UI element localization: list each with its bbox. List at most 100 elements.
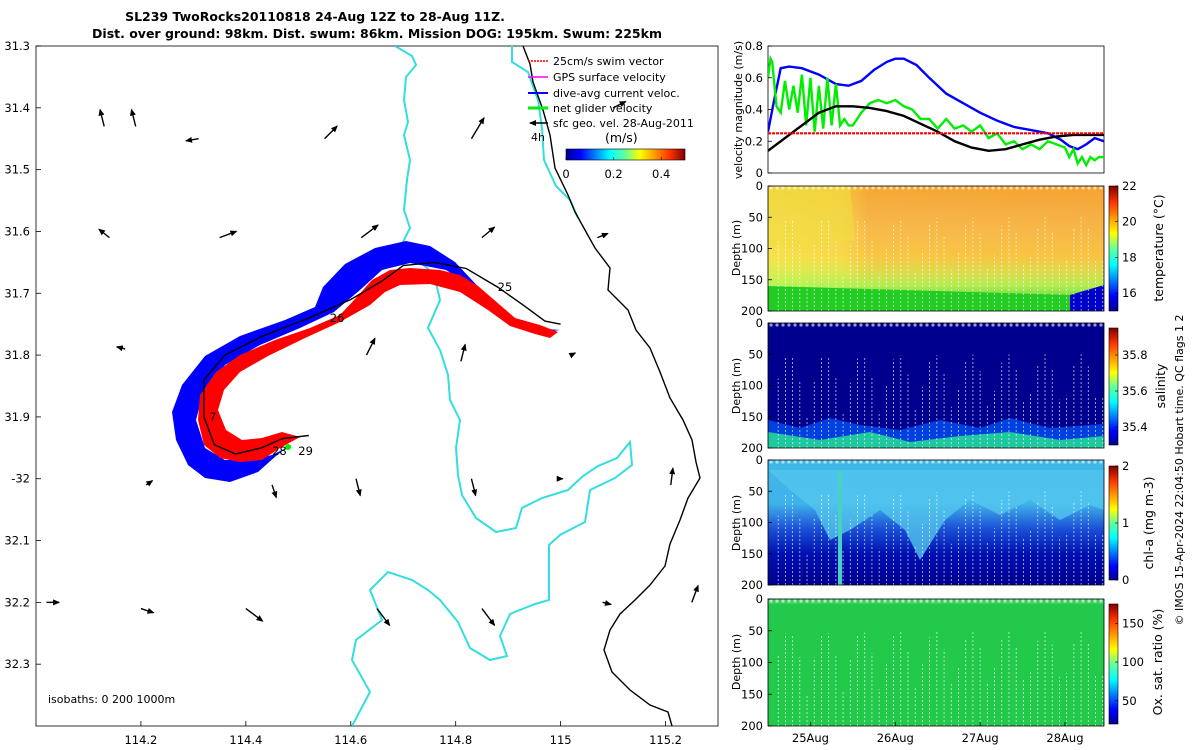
- velocity-y-tick-label: 0.4: [745, 103, 763, 117]
- surface-sample: [937, 323, 941, 327]
- surface-sample: [943, 599, 947, 603]
- map-colorbar-tick-label: 0.2: [604, 167, 622, 181]
- surface-sample: [979, 186, 983, 190]
- map-colorbar-ticks: 0 0.2 0.4: [562, 157, 670, 181]
- surface-sample: [1051, 323, 1055, 327]
- map-colorbar: [565, 148, 686, 161]
- surface-sample: [961, 460, 965, 464]
- surface-sample: [955, 323, 959, 327]
- colorbar-tick-label: 16: [1122, 286, 1137, 300]
- surface-sample: [925, 323, 929, 327]
- depth-tick-label: 50: [748, 210, 763, 224]
- surface-sample: [805, 186, 809, 190]
- velocity-ylabel: velocity magnitude (m/s): [732, 41, 745, 179]
- colorbar-tick-label: 150: [1122, 616, 1144, 630]
- surface-sample: [1021, 599, 1025, 603]
- surface-sample: [787, 599, 791, 603]
- geo-velocity-arrow: [145, 480, 154, 487]
- surface-sample: [961, 599, 965, 603]
- oxygen-colorbar-label: Ox. sat. ratio (%): [1150, 609, 1165, 716]
- surface-sample: [793, 599, 797, 603]
- surface-sample: [967, 599, 971, 603]
- surface-sample: [823, 599, 827, 603]
- surface-sample: [937, 186, 941, 190]
- surface-sample: [1021, 323, 1025, 327]
- colorbar-tick-label: 20: [1122, 215, 1137, 229]
- map-y-tick-label: 31.4: [4, 101, 30, 115]
- depth-tick-label: 50: [748, 624, 763, 638]
- salinity-bottom-layer: [768, 432, 1104, 448]
- surface-sample: [835, 186, 839, 190]
- surface-sample: [811, 186, 815, 190]
- surface-sample: [985, 186, 989, 190]
- geo-velocity-arrow: [185, 136, 199, 143]
- surface-sample: [1015, 599, 1019, 603]
- surface-sample: [859, 460, 863, 464]
- salinity-cast-gaps: [769, 323, 1104, 448]
- surface-sample: [1021, 186, 1025, 190]
- geo-velocity-arrow: [691, 584, 699, 603]
- surface-sample: [913, 323, 917, 327]
- oxygen-panel: 0 50 100 150 200 25Aug 26Aug 27Aug 28Aug Depth …: [730, 592, 1165, 745]
- surface-sample: [961, 186, 965, 190]
- surface-sample: [1081, 323, 1085, 327]
- geo-velocity-arrow: [597, 232, 609, 239]
- surface-sample: [931, 323, 935, 327]
- surface-sample: [1099, 323, 1103, 327]
- surface-sample: [925, 460, 929, 464]
- coastline-east: [511, 46, 579, 219]
- surface-sample: [841, 460, 845, 464]
- velocity-series-line: [768, 105, 1104, 153]
- chla-colorbar-ticks: 0 1 2: [1115, 459, 1129, 587]
- oxygen-colorbar-ticks: 50 100 150: [1115, 616, 1144, 708]
- colorbar-tick-label: 100: [1122, 655, 1144, 669]
- surface-sample: [895, 460, 899, 464]
- geo-velocity-arrow: [245, 607, 264, 622]
- geo-velocity-arrow: [365, 337, 376, 356]
- depth-tick-label: 100: [741, 656, 763, 670]
- surface-sample: [913, 460, 917, 464]
- surface-sample: [943, 323, 947, 327]
- surface-sample: [895, 599, 899, 603]
- map-colorbar-tick-label: 0: [562, 167, 569, 181]
- surface-sample: [1015, 323, 1019, 327]
- surface-sample: [805, 323, 809, 327]
- surface-sample: [1051, 599, 1055, 603]
- geo-velocity-arrow: [130, 108, 137, 127]
- surface-sample: [889, 186, 893, 190]
- surface-sample: [1027, 323, 1031, 327]
- surface-sample: [895, 323, 899, 327]
- date-tick-label: 27Aug: [962, 731, 999, 745]
- salinity-colorbar-label: salinity: [1153, 363, 1168, 408]
- map-x-tick-label: 114.8: [439, 733, 472, 747]
- surface-sample: [1057, 186, 1061, 190]
- surface-sample: [787, 323, 791, 327]
- temperature-warm-patch: [768, 186, 855, 250]
- surface-sample: [1027, 599, 1031, 603]
- surface-sample: [985, 460, 989, 464]
- surface-sample: [817, 186, 821, 190]
- surface-sample: [1093, 599, 1097, 603]
- surface-sample: [877, 323, 881, 327]
- surface-sample: [1093, 460, 1097, 464]
- surface-sample: [883, 323, 887, 327]
- surface-sample: [901, 460, 905, 464]
- surface-sample: [1099, 599, 1103, 603]
- chla-surface-bloom: [768, 470, 1104, 560]
- map-colorbar-tick-label: 0.4: [652, 167, 670, 181]
- surface-sample: [1033, 460, 1037, 464]
- surface-sample: [1057, 323, 1061, 327]
- temperature-bottom-layer: [768, 286, 1104, 311]
- legend-gps-label: GPS surface velocity: [553, 71, 666, 84]
- surface-sample: [865, 599, 869, 603]
- surface-sample: [871, 323, 875, 327]
- depth-tick-label: 0: [756, 453, 763, 467]
- surface-sample: [883, 186, 887, 190]
- velocity-series-line: [768, 57, 1104, 151]
- surface-sample: [1057, 460, 1061, 464]
- geo-velocity-arrow: [98, 108, 105, 127]
- surface-sample: [949, 323, 953, 327]
- velocity-y-tick-label: 0.6: [745, 71, 763, 85]
- surface-sample: [1009, 186, 1013, 190]
- day-label: 26: [330, 311, 345, 325]
